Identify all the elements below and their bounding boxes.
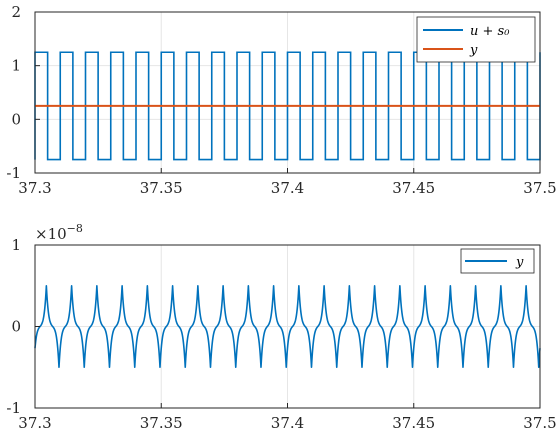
bottom-x-tick-label: 37.5 xyxy=(523,414,556,432)
bottom-ticks: 37.3 37.35 37.4 37.45 37.5 -1 0 1 xyxy=(6,236,556,432)
top-legend-label-u-s0: u + s₀ xyxy=(470,24,510,39)
top-y-tick-label: 1 xyxy=(11,57,21,75)
top-x-tick-label: 37.4 xyxy=(271,179,304,197)
top-y-tick-label: 0 xyxy=(11,110,21,128)
top-x-tick-label: 37.45 xyxy=(392,179,435,197)
top-y-tick-label: -1 xyxy=(6,164,21,182)
top-legend-label-u: y xyxy=(469,43,478,58)
bottom-y-tick-label: 0 xyxy=(11,318,21,336)
bottom-y-tick-label: -1 xyxy=(6,399,21,417)
series-y-line xyxy=(34,284,541,369)
top-x-tick-label: 37.3 xyxy=(18,179,51,197)
top-legend-box xyxy=(416,16,536,63)
bottom-y-tick-label: 1 xyxy=(11,236,21,254)
top-chart: 37.3 37.35 37.4 37.45 37.5 -1 0 1 2 u + s₀ y xyxy=(6,3,556,197)
bottom-x-tick-label: 37.4 xyxy=(271,414,304,432)
bottom-legend: y xyxy=(460,248,535,274)
top-ticks: 37.3 37.35 37.4 37.45 37.5 -1 0 1 2 xyxy=(6,3,556,197)
top-series xyxy=(34,51,541,161)
top-legend: u + s₀ y xyxy=(416,16,536,63)
bottom-series xyxy=(34,284,541,369)
top-x-tick-label: 37.35 xyxy=(140,179,183,197)
bottom-y-scale-label: ×10−8 xyxy=(35,222,83,243)
bottom-chart: 37.3 37.35 37.4 37.45 37.5 -1 0 1 ×10−8 y xyxy=(6,222,556,432)
top-x-tick-label: 37.5 xyxy=(523,179,556,197)
top-y-tick-label: 2 xyxy=(11,3,21,21)
bottom-x-tick-label: 37.45 xyxy=(392,414,435,432)
bottom-x-tick-label: 37.3 xyxy=(18,414,51,432)
bottom-x-tick-label: 37.35 xyxy=(140,414,183,432)
bottom-legend-label-y: y xyxy=(515,255,524,270)
